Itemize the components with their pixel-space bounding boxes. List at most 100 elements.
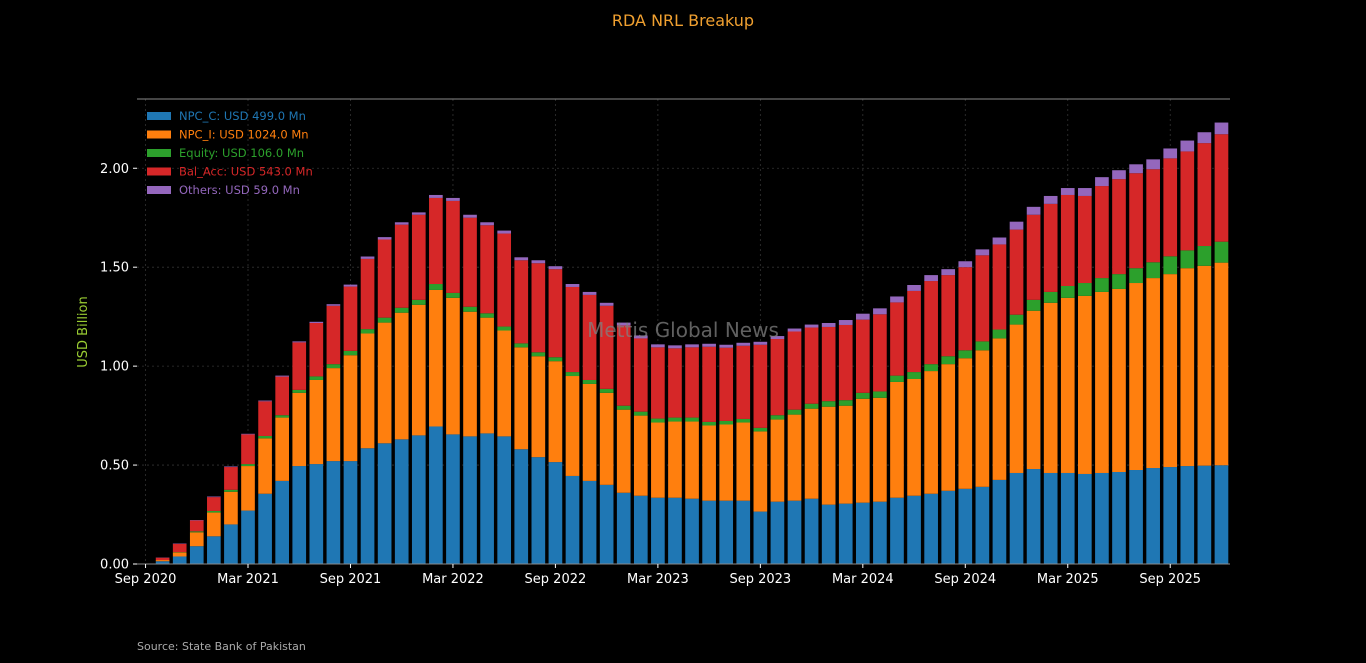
x-tick-label: Sep 2022	[525, 572, 587, 587]
bar-segment-bal-acc	[292, 342, 307, 390]
bar-segment-npc-i	[1112, 288, 1126, 472]
bar-segment-others	[531, 260, 546, 264]
bar-segment-npc-c	[531, 457, 546, 564]
bar-segment-npc-c	[1146, 468, 1160, 564]
bar-segment-others	[838, 320, 853, 325]
bar-segment-npc-c	[241, 510, 255, 564]
bar-segment-bal-acc	[838, 324, 853, 401]
bar-segment-others	[241, 433, 255, 435]
bar-segment-npc-c	[855, 502, 870, 564]
bar-segment-bal-acc	[480, 225, 494, 314]
bar-segment-others	[924, 275, 938, 282]
bar-segment-others	[1197, 132, 1212, 144]
bar-segment-others	[1060, 188, 1075, 195]
bar-segment-bal-acc	[275, 376, 289, 416]
legend-swatch	[147, 149, 171, 157]
bar-segment-npc-i	[1214, 262, 1229, 466]
bar-segment-equity	[668, 417, 682, 422]
bar-segment-npc-i	[821, 406, 836, 505]
bar-segment-npc-i	[309, 379, 324, 465]
bar-segment-equity	[207, 510, 221, 513]
bar-segment-bal-acc	[1095, 186, 1109, 279]
bar-segment-equity	[1146, 262, 1160, 279]
bar-segment-others	[1043, 195, 1058, 204]
bar-segment-equity	[924, 364, 938, 372]
bar-segment-others	[446, 197, 460, 201]
bar-segment-bal-acc	[941, 275, 956, 357]
bar-segment-bal-acc	[326, 305, 341, 365]
bar-segment-bal-acc	[599, 305, 614, 389]
axes: 0.00 0.50 1.00 1.50 2.00 Sep 2020 Mar 2021 Sep …	[100, 98, 1230, 587]
bar-segment-npc-c	[565, 475, 580, 564]
bar-segment-bal-acc	[394, 224, 409, 308]
bar-segment-equity	[907, 372, 921, 379]
bar-segment-npc-c	[599, 484, 614, 564]
x-tick-label: Mar 2023	[627, 572, 689, 587]
x-tick-label: Mar 2024	[832, 572, 894, 587]
bar-segment-others	[941, 269, 956, 276]
bar-segment-bal-acc	[907, 290, 921, 373]
bar-segment-bal-acc	[753, 344, 768, 428]
bar-segment-equity	[258, 435, 272, 439]
legend-label: Others: USD 59.0 Mn	[179, 183, 300, 197]
x-tick-label: Sep 2020	[115, 572, 177, 587]
bar-segment-npc-c	[702, 500, 716, 564]
bar-segment-npc-i	[975, 350, 990, 487]
bar-segment-equity	[377, 317, 392, 323]
bar-segment-bal-acc	[736, 345, 751, 419]
bar-segment-bal-acc	[343, 286, 358, 351]
bar-segment-equity	[411, 299, 426, 305]
bar-segment-equity	[429, 284, 443, 290]
bar-segment-others	[343, 284, 358, 287]
bar-segment-others	[873, 308, 887, 315]
bar-segment-bal-acc	[924, 281, 938, 365]
bar-segment-npc-c	[685, 498, 699, 564]
bar-segment-equity	[1060, 285, 1075, 298]
bar-segment-others	[275, 375, 289, 377]
bar-segment-npc-i	[1009, 324, 1024, 473]
bar-segment-npc-c	[1197, 465, 1212, 564]
bar-segment-others	[616, 322, 631, 326]
bar-segment-npc-i	[770, 419, 785, 502]
bar-segment-npc-c	[719, 500, 734, 564]
bar-segment-npc-i	[531, 356, 546, 458]
bar-segment-equity	[992, 329, 1007, 339]
bar-segment-npc-i	[582, 383, 597, 481]
bar-segment-npc-i	[668, 421, 682, 498]
legend-swatch	[147, 112, 171, 120]
bar-segment-npc-i	[924, 371, 938, 494]
bar-segment-equity	[241, 464, 255, 467]
bar-segment-equity	[941, 356, 956, 365]
bar-segment-npc-c	[275, 480, 289, 564]
bar-segment-equity	[548, 357, 563, 362]
bar-segment-others	[599, 302, 614, 306]
bar-segment-equity	[1214, 241, 1229, 263]
bar-segment-others	[1180, 140, 1195, 152]
bar-segment-npc-i	[1095, 291, 1109, 473]
bar-segment-npc-i	[207, 512, 221, 537]
bar-segment-others	[565, 284, 580, 287]
legend-label: Equity: USD 106.0 Mn	[179, 146, 304, 160]
bar-segment-equity	[394, 307, 409, 313]
bar-segment-npc-c	[975, 486, 990, 564]
bar-segment-others	[753, 341, 768, 345]
bar-segment-bal-acc	[804, 327, 819, 404]
bar-segment-equity	[531, 352, 546, 357]
bar-segment-npc-c	[1129, 470, 1143, 564]
bar-segment-npc-i	[992, 338, 1007, 480]
bar-segment-equity	[599, 388, 614, 393]
bar-segment-others	[463, 214, 477, 218]
bar-segment-npc-i	[753, 431, 768, 512]
bar-segment-bal-acc	[531, 263, 546, 353]
bar-segment-equity	[292, 389, 307, 393]
bar-segment-bal-acc	[685, 347, 699, 418]
bar-segment-bal-acc	[1129, 173, 1143, 269]
bar-segment-npc-i	[1163, 274, 1178, 468]
bar-segment-bal-acc	[873, 314, 887, 392]
bar-segment-bal-acc	[565, 286, 580, 373]
bar-segment-equity	[651, 418, 665, 423]
bar-segment-npc-c	[1060, 472, 1075, 564]
bar-segment-bal-acc	[1043, 203, 1058, 292]
bar-segment-others	[480, 222, 494, 226]
